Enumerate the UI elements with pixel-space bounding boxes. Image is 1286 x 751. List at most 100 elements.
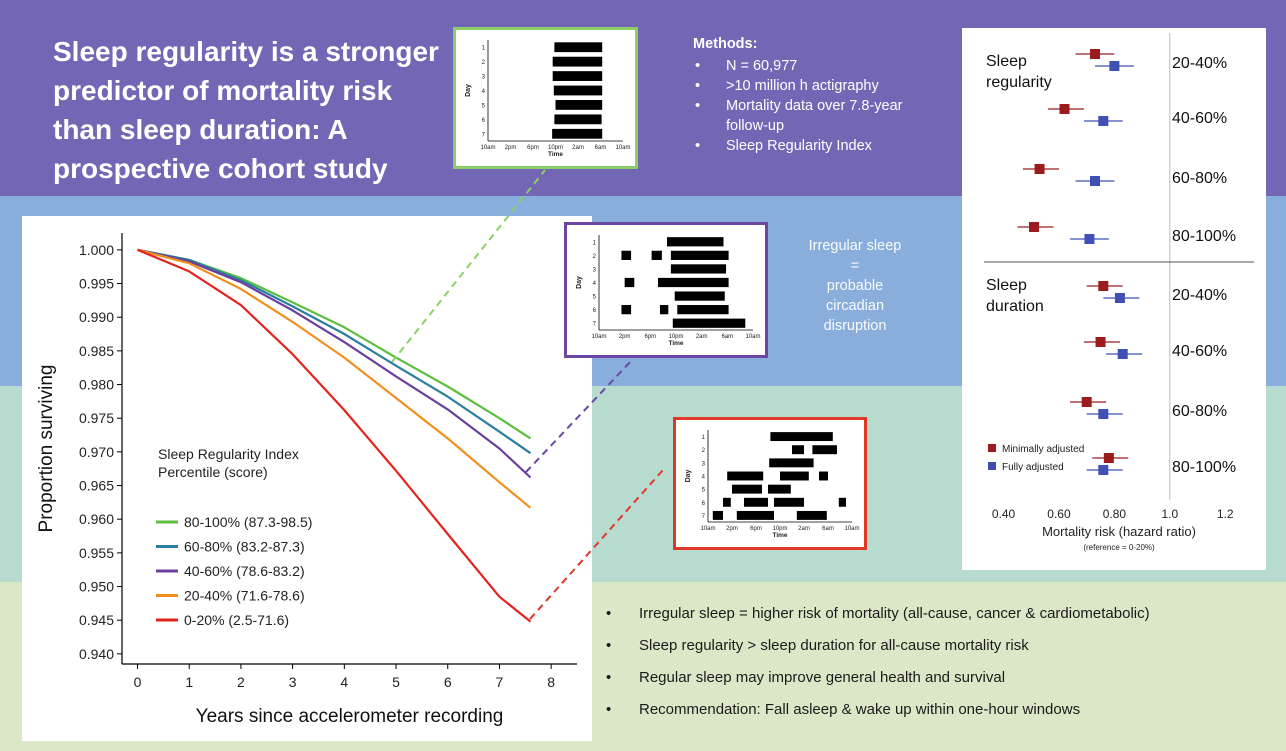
raster-day-label: 1 — [482, 46, 486, 52]
sleep-bout — [658, 277, 729, 288]
legend-swatch — [988, 444, 996, 452]
note-line: = — [850, 258, 860, 274]
methods-heading: Methods: — [693, 36, 758, 52]
sleep-bout — [670, 250, 729, 260]
x-tick-label: 1.0 — [1161, 507, 1178, 521]
sleep-bout — [624, 277, 635, 288]
sleep-bout — [552, 56, 603, 67]
row-label: 80-100% — [1172, 228, 1236, 245]
sleep-bout — [651, 250, 662, 260]
estimate-marker — [1089, 49, 1100, 59]
raster-x-tick-label: 6pm — [644, 334, 656, 340]
x-tick-label: 0 — [134, 674, 142, 690]
irregular-sleep-note: Irregular sleep = probable circadian dis… — [780, 236, 930, 336]
x-tick-label: 0.40 — [992, 507, 1016, 521]
note-line: disruption — [823, 318, 887, 334]
x-tick-label: 0.80 — [1103, 507, 1127, 521]
x-tick-label: 2 — [237, 674, 245, 690]
estimate-marker — [1084, 234, 1095, 244]
methods-item: Mortality data over 7.8-year follow-up — [693, 96, 938, 136]
survival-line — [137, 248, 532, 623]
y-tick-label: 0.950 — [79, 579, 114, 595]
survival-line — [137, 248, 532, 479]
methods-list: N = 60,977 >10 million h actigraphy Mort… — [693, 56, 938, 156]
finding-item: Regular sleep may improve general health… — [606, 668, 1276, 700]
estimate-marker — [1114, 293, 1125, 303]
legend-label: 0-20% (2.5-71.6) — [184, 612, 289, 628]
raster-x-label: Time — [668, 340, 683, 347]
raster-x-tick-label: 2am — [696, 334, 708, 340]
raster-x-tick-label: 10pm — [772, 526, 787, 532]
sleep-bout — [792, 445, 804, 455]
y-tick-label: 0.965 — [79, 478, 114, 494]
sleep-bout — [552, 128, 603, 139]
sleep-bout — [554, 42, 603, 53]
raster-plot: 1 2 3 4 5 6 7 10am 2pm 6pm 10pm 2am 6am 10am Time Day — [685, 430, 860, 539]
raster-x-tick-label: 6am — [822, 526, 834, 532]
raster-day-label: 7 — [482, 132, 486, 138]
raster-plot: 1 2 3 4 5 6 7 10am 2pm 6pm 10pm 2am 6am 10am Time Day — [576, 235, 761, 347]
estimate-marker — [1095, 337, 1106, 347]
poster-title: Sleep regularity is a stronger predictor… — [53, 36, 439, 184]
row-label: 20-40% — [1172, 55, 1227, 72]
sleep-bout — [552, 71, 603, 81]
legend-title: Percentile (score) — [158, 464, 268, 480]
raster-x-tick-label: 6am — [595, 145, 607, 151]
note-line: circadian — [825, 298, 885, 314]
sleep-bout — [736, 510, 774, 520]
x-axis-note: (reference = 0-20%) — [1083, 543, 1155, 552]
sleep-bout — [674, 291, 725, 301]
note-line: probable — [826, 278, 884, 294]
x-axis-label: Years since accelerometer recording — [196, 706, 504, 727]
estimate-marker — [1117, 349, 1128, 359]
raster-day-label: 3 — [482, 75, 486, 81]
raster-x-tick-label: 2pm — [726, 526, 738, 532]
survival-line — [137, 248, 532, 509]
raster-day-label: 2 — [702, 448, 706, 454]
sleep-bout — [670, 264, 727, 274]
x-tick-label: 3 — [289, 674, 297, 690]
row-label: 80-100% — [1172, 459, 1236, 476]
legend-label: 40-60% (78.6-83.2) — [184, 563, 305, 579]
x-tick-label: 1 — [185, 674, 193, 690]
sleep-bout — [727, 471, 764, 481]
legend-label: Minimally adjusted — [1002, 444, 1084, 455]
sleep-bout — [780, 471, 809, 481]
raster-x-label: Time — [548, 151, 563, 158]
sleep-bout — [667, 237, 724, 247]
legend-swatch — [988, 462, 996, 470]
raster-y-label: Day — [465, 84, 472, 97]
estimate-marker — [1081, 397, 1092, 407]
sleep-bout — [838, 497, 846, 507]
sleep-bout — [796, 510, 827, 520]
regular-sleep-raster: 1 2 3 4 5 6 7 10am 2pm 6pm 10pm 2am 6am 10am Time Day — [453, 27, 638, 169]
raster-day-label: 6 — [702, 501, 706, 507]
y-axis-label: Proportion surviving — [36, 365, 57, 533]
methods-item: >10 million h actigraphy — [693, 76, 938, 96]
row-label: 40-60% — [1172, 343, 1227, 360]
group-label: duration — [986, 298, 1044, 315]
estimate-marker — [1034, 164, 1045, 174]
sleep-bout — [621, 250, 632, 260]
sleep-bout — [768, 484, 791, 494]
estimate-marker — [1098, 409, 1109, 419]
raster-day-label: 6 — [593, 308, 597, 314]
group-label: Sleep — [986, 277, 1027, 294]
legend-label: 80-100% (87.3-98.5) — [184, 514, 312, 530]
raster-day-label: 4 — [593, 281, 597, 287]
raster-day-label: 3 — [593, 267, 597, 273]
moderate-sleep-raster: 1 2 3 4 5 6 7 10am 2pm 6pm 10pm 2am 6am 10am Time Day — [564, 222, 768, 358]
purple-connector — [525, 358, 634, 473]
estimate-marker — [1098, 116, 1109, 126]
survival-chart: 0.940 0.945 0.950 0.955 0.960 0.965 0.970 0.975… — [36, 233, 577, 727]
raster-x-tick-label: 10am — [480, 145, 495, 151]
raster-day-label: 1 — [702, 435, 706, 441]
estimate-marker — [1109, 61, 1120, 71]
raster-day-label: 4 — [482, 89, 486, 95]
raster-x-tick-label: 2am — [572, 145, 584, 151]
x-tick-label: 5 — [392, 674, 400, 690]
raster-y-label: Day — [576, 276, 583, 289]
raster-x-tick-label: 10am — [844, 526, 859, 532]
green-connector — [391, 169, 546, 363]
